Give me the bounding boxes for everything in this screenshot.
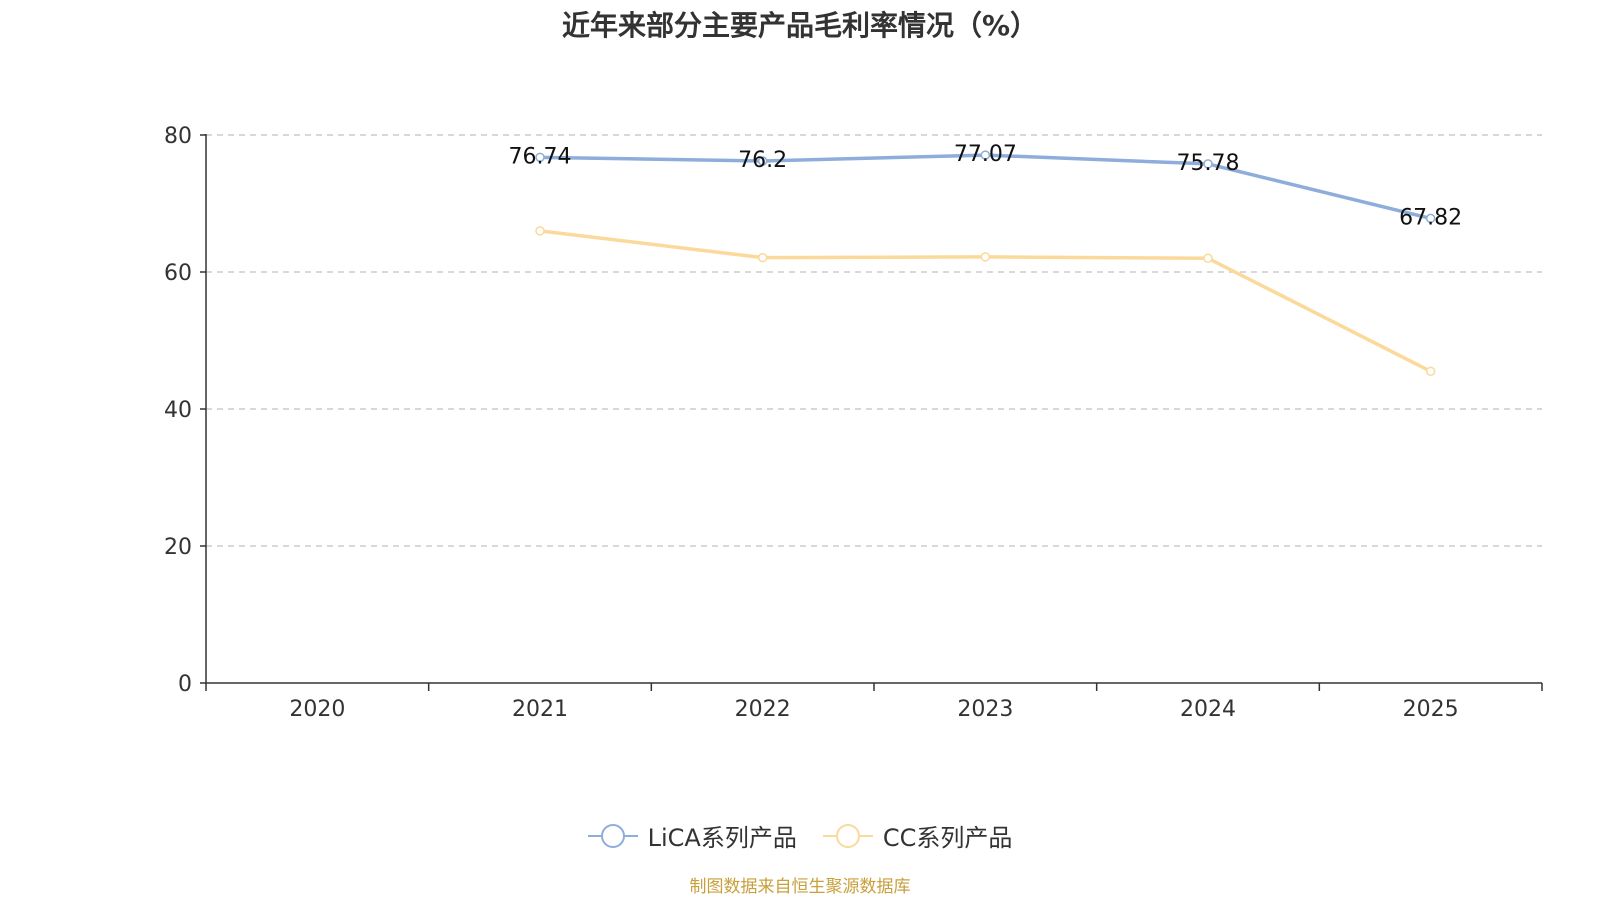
- series-line-1: [539, 229, 1432, 373]
- legend-item-cc[interactable]: CC系列产品: [822, 818, 1013, 853]
- x-tick-label: 2025: [1403, 697, 1459, 722]
- x-tick-label: 2024: [1180, 697, 1236, 722]
- chart-title: 近年来部分主要产品毛利率情况（%）: [561, 9, 1039, 42]
- series-1-point: [980, 252, 991, 262]
- legend-label-lica: LiCA系列产品: [647, 824, 797, 852]
- series-0-point: [1425, 213, 1436, 224]
- data-label: 76.2: [738, 148, 787, 173]
- x-tick-label: 2023: [957, 697, 1013, 722]
- x-tick-label: 2020: [289, 697, 345, 722]
- y-tick-label: 0: [178, 672, 192, 697]
- legend-label-cc: CC系列产品: [882, 824, 1013, 852]
- x-tick-label: 2021: [512, 697, 568, 722]
- series-1-point: [535, 226, 545, 236]
- axes: 0 20 40 60 80 2020 2021 2022 2023 2024 2025: [164, 124, 1543, 722]
- data-label: 76.74: [509, 144, 572, 169]
- data-labels: 76.74 76.2 77.07 75.78 67.82: [509, 142, 1463, 230]
- legend-marker-lica-icon: [587, 823, 638, 848]
- y-tick-label: 80: [164, 124, 192, 149]
- source-note: 制图数据来自恒生聚源数据库: [689, 877, 911, 897]
- y-tick-label: 20: [164, 535, 192, 560]
- y-tick-label: 60: [164, 261, 192, 286]
- series-1-point: [757, 252, 768, 263]
- series-lines: [535, 150, 1436, 377]
- data-label: 75.78: [1177, 151, 1240, 176]
- legend-item-lica[interactable]: LiCA系列产品: [587, 818, 797, 853]
- series-1-point: [1203, 253, 1213, 264]
- data-label: 77.07: [954, 142, 1017, 167]
- series-0-point: [757, 156, 768, 166]
- series-0-point: [980, 150, 991, 160]
- grid-lines: [206, 134, 1542, 547]
- series-0-point: [535, 152, 545, 163]
- series-0-point: [1203, 159, 1213, 169]
- x-tick-label: 2022: [735, 697, 791, 722]
- y-tick-label: 40: [164, 398, 192, 423]
- legend: LiCA系列产品 CC系列产品: [0, 818, 1600, 853]
- data-label: 67.82: [1399, 205, 1462, 230]
- legend-marker-cc-icon: [822, 823, 873, 848]
- series-1-point: [1425, 366, 1436, 377]
